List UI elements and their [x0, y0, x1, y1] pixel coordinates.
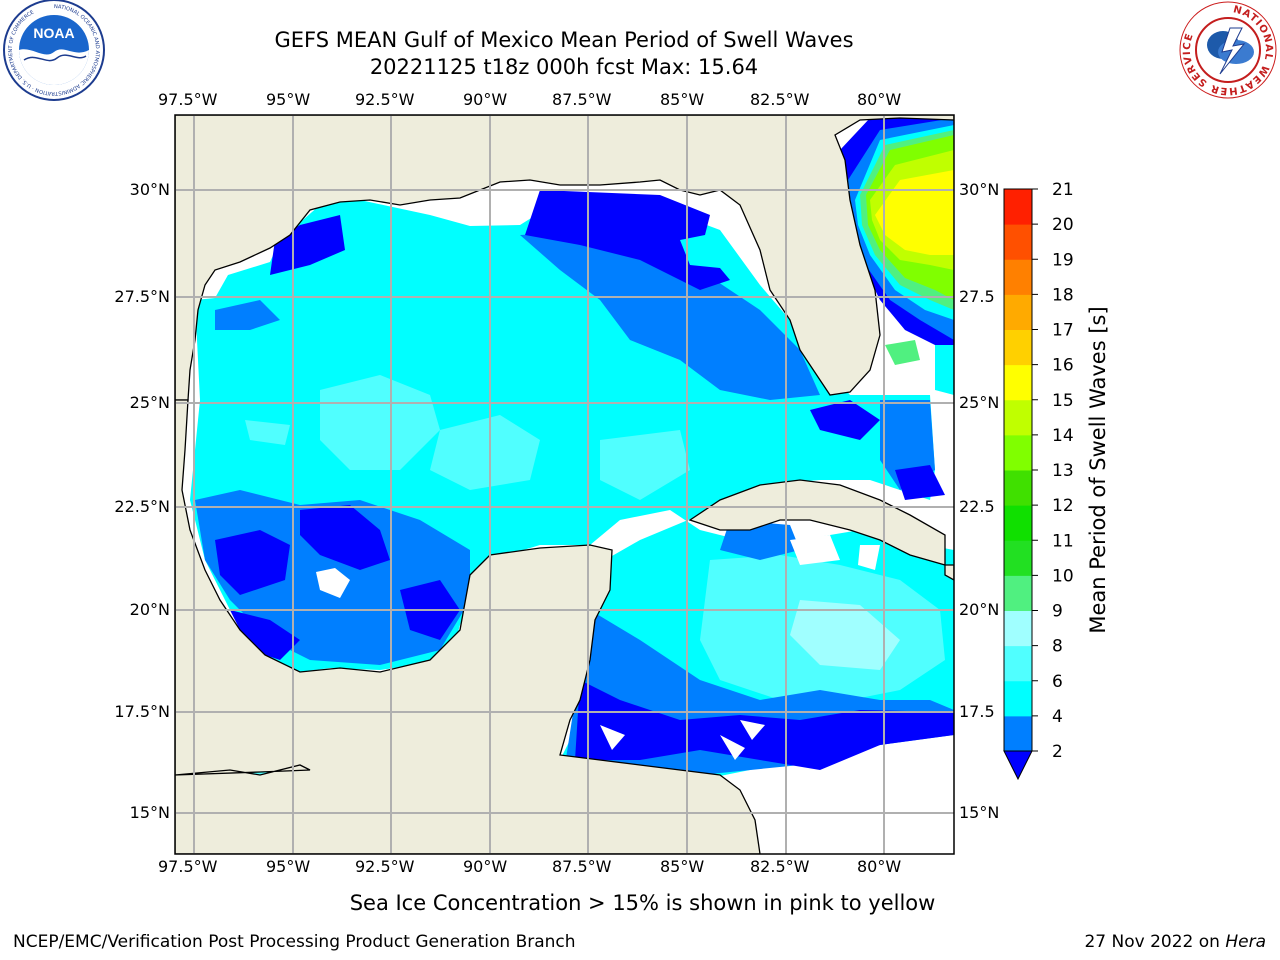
colorbar-tick-label: 12	[1052, 496, 1074, 516]
lon-label-top: 90°W	[463, 90, 508, 109]
lat-label-left: 30°N	[129, 180, 170, 199]
sea-ice-note: Sea Ice Concentration > 15% is shown in …	[349, 891, 936, 915]
land-usa	[175, 115, 954, 401]
colorbar-band	[1004, 224, 1032, 260]
colorbar-band	[1004, 399, 1032, 436]
lon-label-bottom: 87.5°W	[552, 857, 612, 876]
colorbar-tick-label: 4	[1052, 707, 1063, 727]
colorbar-band	[1004, 189, 1032, 225]
colorbar-band	[1004, 364, 1032, 401]
lat-label-right: 30°N	[959, 180, 1000, 199]
graticule	[175, 115, 954, 854]
lat-label-left: 25°N	[129, 393, 170, 412]
lat-label-right: 25°N	[959, 393, 1000, 412]
lon-label-top: 97.5°W	[158, 90, 218, 109]
colorbar-band	[1004, 434, 1032, 471]
colorbar-band	[1004, 540, 1032, 576]
land-masses	[175, 115, 954, 854]
lon-label-top: 80°W	[857, 90, 902, 109]
colorbar-tick-label: 8	[1052, 637, 1063, 657]
lat-label-left: 20°N	[129, 600, 170, 619]
map-frame	[174, 114, 955, 855]
noaa-logo-text: NOAA	[33, 25, 74, 41]
lon-label-top: 92.5°W	[355, 90, 415, 109]
lat-label-left: 27.5°N	[114, 287, 170, 306]
lat-label-left: 17.5°N	[114, 702, 170, 721]
lon-label-top: 82.5°W	[750, 90, 810, 109]
lon-label-bottom: 90°W	[463, 857, 508, 876]
lat-label-left: 22.5°N	[114, 497, 170, 516]
colorbar-band	[1004, 645, 1032, 682]
colorbar-band	[1004, 505, 1032, 541]
lat-label-right: 20°N	[959, 600, 1000, 619]
lon-label-top: 85°W	[660, 90, 705, 109]
colorbar-tick-label: 18	[1052, 285, 1074, 305]
colorbar-tick-label: 10	[1052, 566, 1074, 586]
colorbar-extend-arrow	[1003, 750, 1033, 781]
colorbar-band	[1004, 575, 1032, 611]
colorbar-tick-label: 19	[1052, 250, 1074, 270]
lon-label-bottom: 92.5°W	[355, 857, 415, 876]
colorbar-tick-label: 9	[1052, 602, 1063, 622]
colorbar-band	[1004, 259, 1032, 295]
map-plot-area	[175, 115, 954, 854]
map-title: GEFS MEAN Gulf of Mexico Mean Period of …	[274, 28, 854, 52]
date-stamp: 27 Nov 2022 on Hera	[1084, 932, 1266, 952]
colorbar-tick-label: 16	[1052, 356, 1074, 376]
colorbar-tick-label: 13	[1052, 461, 1074, 481]
credit-text: NCEP/EMC/Verification Post Processing Pr…	[13, 932, 576, 952]
colorbar-tick-label: 20	[1052, 215, 1074, 235]
lat-label-left: 15°N	[129, 803, 170, 822]
lat-label-right: 17.5	[959, 702, 995, 721]
lon-label-bottom: 80°W	[857, 857, 902, 876]
colorbar-band	[1004, 294, 1032, 330]
lon-label-bottom: 95°W	[266, 857, 311, 876]
colorbar-tick-label: 21	[1052, 180, 1074, 200]
colorbar: 2 4 6 8 9 10 11 12 13 14 15 16 17 18 19 20 21	[1003, 180, 1074, 781]
machine-name: Hera	[1225, 932, 1266, 952]
colorbar-tick-label: 11	[1052, 531, 1074, 551]
lon-label-bottom: 82.5°W	[750, 857, 810, 876]
colorbar-tick-label: 14	[1052, 426, 1074, 446]
colorbar-band	[1004, 680, 1032, 717]
lon-label-bottom: 97.5°W	[158, 857, 218, 876]
lon-label-top: 95°W	[266, 90, 311, 109]
colorbar-tick-label: 6	[1052, 672, 1063, 692]
colorbar-tick-label: 15	[1052, 391, 1074, 411]
colorbar-tick-label: 17	[1052, 321, 1074, 341]
lon-label-top: 87.5°W	[552, 90, 612, 109]
lon-label-bottom: 85°W	[660, 857, 705, 876]
masked-cells	[316, 535, 880, 760]
map-subtitle: 20221125 t18z 000h fcst Max: 15.64	[369, 55, 759, 79]
colorbar-label: Mean Period of Swell Waves [s]	[1086, 306, 1110, 634]
lat-label-right: 22.5	[959, 497, 995, 516]
date-text: 27 Nov 2022 on	[1084, 932, 1226, 952]
colorbar-band	[1004, 470, 1032, 506]
colorbar-band	[1004, 329, 1032, 366]
lat-label-right: 27.5	[959, 287, 995, 306]
noaa-logo: NOAA NATIONAL OCEANIC AND ATMOSPHERIC AD…	[3, 0, 105, 101]
colorbar-band	[1004, 610, 1032, 647]
land-east-edge	[944, 564, 954, 581]
lat-label-right: 15°N	[959, 803, 1000, 822]
nws-logo: NATIONAL WEATHER SERVICE	[1179, 1, 1277, 99]
colorbar-tick-label: 2	[1052, 742, 1063, 762]
colorbar-band	[1004, 715, 1032, 752]
land-mexico	[175, 399, 761, 854]
